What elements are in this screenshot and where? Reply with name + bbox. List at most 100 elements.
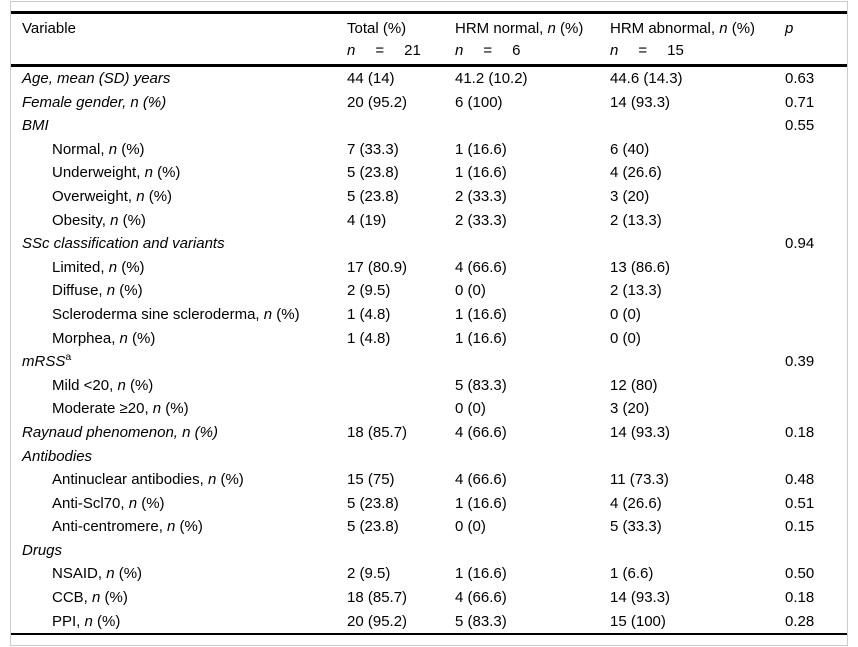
text-run: (%) — [272, 305, 300, 323]
row-label-cell: Limited, n (%) — [11, 256, 347, 280]
hrm-abnormal-cell: 2 (13.3) — [610, 282, 662, 300]
text-run: Variable — [22, 20, 76, 37]
p-cell: 0.15 — [785, 518, 815, 536]
hrm-normal-cell: 2 (33.3) — [455, 187, 507, 205]
total-cell: 44 (14) — [347, 70, 395, 87]
table-row: Underweight, n (%) 5 (23.8) 1 (16.6) 4 (26.… — [11, 161, 847, 185]
text-run: (%) — [555, 20, 584, 37]
text-run: (%) — [117, 140, 145, 158]
text-run: n — [167, 518, 176, 536]
header-line: n = 6 — [455, 40, 610, 62]
p-cell — [785, 303, 847, 327]
hrm-abnormal-cell — [610, 232, 785, 256]
text-run: n — [719, 20, 728, 37]
p-cell: 0.63 — [785, 70, 815, 87]
text-run: Moderate ≥20, — [52, 400, 153, 418]
header-row: Variable Total (%) n = 21 HRM normal, n (%) n =… — [11, 12, 847, 67]
hrm-normal-cell — [455, 114, 610, 138]
hrm-abnormal-cell: 3 (20) — [610, 187, 650, 205]
text-run: HRM abnormal, — [610, 20, 720, 37]
hrm-abnormal-cell: 4 (26.6) — [610, 494, 662, 512]
hrm-normal-cell: 4 (66.6) — [455, 423, 507, 441]
total-cell: 20 (95.2) — [347, 612, 408, 630]
total-cell — [347, 232, 455, 256]
text-run: Antibodies — [22, 447, 93, 465]
hrm-normal-cell: 5 (83.3) — [455, 376, 507, 394]
total-cell: 4 (19) — [347, 211, 387, 229]
text-run: 21 — [404, 42, 421, 59]
total-cell — [347, 445, 455, 469]
text-run: (%) — [114, 565, 143, 583]
text-run: n — [106, 282, 116, 300]
header-line: Total (%) — [347, 18, 455, 40]
text-run: n — [108, 140, 118, 158]
total-cell: 5 (23.8) — [347, 518, 399, 536]
text-run: 15 — [667, 42, 684, 59]
row-label-cell: Raynaud phenomenon, n (%) — [11, 421, 347, 445]
hrm-normal-cell: 4 (66.6) — [455, 471, 507, 489]
hrm-normal-cell — [455, 539, 610, 563]
row-label-cell: Obesity, n (%) — [11, 209, 347, 233]
total-cell: 1 (4.8) — [347, 329, 391, 347]
hrm-abnormal-cell — [610, 539, 785, 563]
row-label-cell: Antibodies — [11, 445, 347, 469]
hrm-normal-cell: 41.2 (10.2) — [455, 70, 528, 87]
table-row: mRSSa 0.39 — [11, 350, 847, 374]
text-run: (%) — [727, 20, 756, 37]
hrm-normal-cell: 4 (66.6) — [455, 258, 507, 276]
text-run: Antinuclear antibodies, — [52, 471, 208, 489]
text-run: n — [152, 400, 162, 418]
p-cell: 0.55 — [785, 117, 815, 135]
text-run: Age, mean (SD) years — [22, 70, 171, 87]
text-run: Total (%) — [347, 20, 407, 37]
hrm-abnormal-cell: 14 (93.3) — [610, 93, 671, 111]
total-cell: 1 (4.8) — [347, 305, 391, 323]
text-run: Overweight, — [52, 187, 137, 205]
hrm-normal-cell: 1 (16.6) — [455, 494, 507, 512]
table-row: Mild <20, n (%) 5 (83.3) 12 (80) — [11, 374, 847, 398]
table-figure: Variable Total (%) n = 21 HRM normal, n (%) n =… — [10, 1, 848, 646]
row-label-cell: BMI — [11, 114, 347, 138]
p-cell: 0.39 — [785, 353, 815, 371]
header-line: Variable — [22, 18, 347, 40]
row-label-cell: Overweight, n (%) — [11, 185, 347, 209]
text-run: (%) — [100, 589, 128, 607]
column-header-hrm-abnormal: HRM abnormal, n (%) n = 15 — [610, 12, 785, 67]
p-cell: 0.94 — [785, 235, 815, 253]
text-run: (%) — [92, 612, 121, 630]
total-cell — [347, 539, 455, 563]
text-run: n — [119, 329, 128, 347]
row-label-cell: Drugs — [11, 539, 347, 563]
text-run: CCB, — [52, 589, 93, 607]
table-row: Morphea, n (%) 1 (4.8) 1 (16.6) 0 (0) — [11, 327, 847, 351]
total-cell: 18 (85.7) — [347, 589, 408, 607]
column-header-variable: Variable — [11, 12, 347, 67]
text-run: Normal, — [52, 140, 109, 158]
total-cell: 2 (9.5) — [347, 565, 391, 583]
hrm-normal-cell: 4 (66.6) — [455, 589, 507, 607]
hrm-abnormal-cell: 5 (33.3) — [610, 518, 662, 536]
p-cell: 0.51 — [785, 494, 815, 512]
table-row: Antinuclear antibodies, n (%) 15 (75) 4 (6… — [11, 468, 847, 492]
hrm-abnormal-cell: 4 (26.6) — [610, 164, 662, 182]
text-run: n — [84, 612, 93, 630]
table-row: Moderate ≥20, n (%) 0 (0) 3 (20) — [11, 397, 847, 421]
header-line: n = 21 — [347, 40, 455, 62]
text-run: n — [117, 376, 126, 394]
table-row: Overweight, n (%) 5 (23.8) 2 (33.3) 3 (20) — [11, 185, 847, 209]
text-run: n — [610, 42, 619, 59]
row-label-cell: Mild <20, n (%) — [11, 374, 347, 398]
hrm-abnormal-cell: 3 (20) — [610, 400, 650, 418]
text-run: = — [375, 42, 385, 59]
text-run: = — [638, 42, 648, 59]
text-run: (%) — [117, 258, 145, 276]
table-row: Limited, n (%) 17 (80.9) 4 (66.6) 13 (86.6) — [11, 256, 847, 280]
text-run: (%) — [161, 400, 189, 418]
text-run: Diffuse, — [52, 282, 107, 300]
hrm-normal-cell: 1 (16.6) — [455, 305, 507, 323]
text-run: n — [136, 187, 145, 205]
text-run: Morphea, — [52, 329, 120, 347]
p-cell — [785, 185, 847, 209]
text-run: (%) — [216, 471, 244, 489]
table-row: Age, mean (SD) years 44 (14) 41.2 (10.2) 44… — [11, 66, 847, 91]
